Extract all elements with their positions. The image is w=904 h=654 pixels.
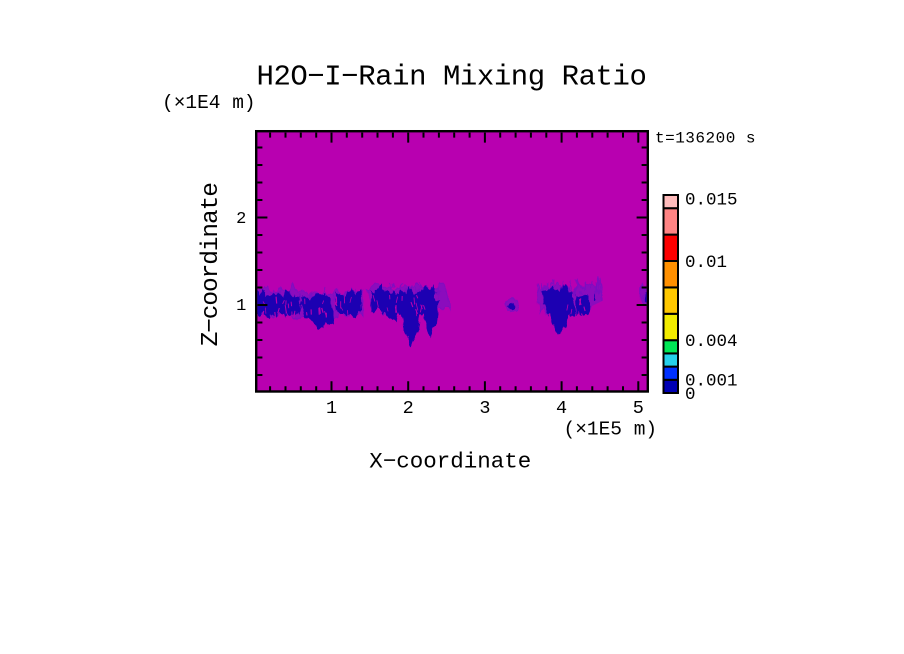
svg-text:0.01: 0.01 bbox=[685, 253, 727, 273]
svg-text:t=136200 s: t=136200 s bbox=[655, 130, 756, 148]
svg-text:1: 1 bbox=[236, 297, 246, 316]
svg-text:(×1E5 m): (×1E5 m) bbox=[564, 419, 658, 441]
svg-text:4: 4 bbox=[556, 398, 567, 419]
svg-text:H2O−I−Rain Mixing Ratio: H2O−I−Rain Mixing Ratio bbox=[257, 61, 647, 94]
svg-text:3: 3 bbox=[479, 398, 490, 419]
svg-text:(×1E4 m): (×1E4 m) bbox=[162, 92, 256, 114]
svg-text:X−coordinate: X−coordinate bbox=[369, 449, 531, 475]
svg-text:0.015: 0.015 bbox=[685, 191, 738, 211]
svg-text:0: 0 bbox=[685, 385, 696, 405]
svg-text:2: 2 bbox=[236, 210, 246, 229]
svg-text:Z−coordinate: Z−coordinate bbox=[198, 183, 225, 347]
svg-text:2: 2 bbox=[403, 398, 414, 419]
svg-text:0.004: 0.004 bbox=[685, 332, 738, 352]
svg-text:5: 5 bbox=[633, 398, 644, 419]
svg-text:0.001: 0.001 bbox=[685, 372, 738, 392]
svg-text:1: 1 bbox=[326, 398, 337, 419]
